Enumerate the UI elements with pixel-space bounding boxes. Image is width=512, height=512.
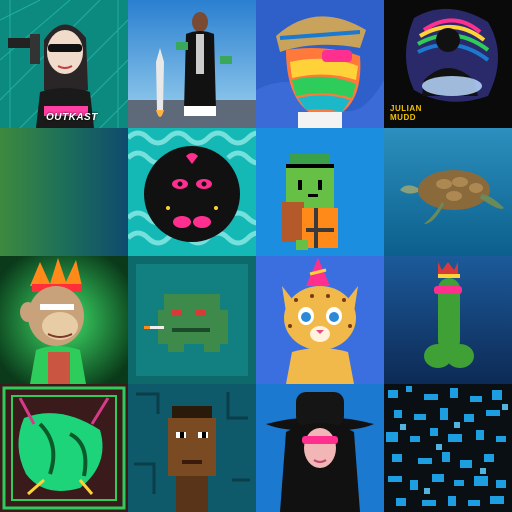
tile-gradient-green-blue[interactable]	[0, 128, 128, 256]
black-blob-image	[128, 128, 256, 256]
gradient-image	[0, 128, 128, 256]
tile-outkast-avatar[interactable]: OUTKAST	[0, 0, 128, 128]
cowboy-character-image	[256, 384, 384, 512]
tile-cowboy-hat-character[interactable]	[256, 384, 384, 512]
julian-mudd-image	[384, 0, 512, 128]
tile-party-cheetah[interactable]	[256, 256, 384, 384]
tile-ape-headdress[interactable]	[0, 256, 128, 384]
pixel-man-image	[128, 384, 256, 512]
man-rocket-image	[128, 0, 256, 128]
tile-rainbow-fish-hat[interactable]	[256, 0, 384, 128]
tile-pixel-green-toad[interactable]	[128, 256, 256, 384]
rainbow-fish-image	[256, 0, 384, 128]
tile-green-crowned-character[interactable]	[384, 256, 512, 384]
tile-man-rocket-launch[interactable]	[128, 0, 256, 128]
sea-turtle-image	[384, 128, 512, 256]
tile-blue-pixel-noise[interactable]	[384, 384, 512, 512]
party-cheetah-image	[256, 256, 384, 384]
outkast-caption: OUTKAST	[46, 112, 98, 123]
tile-julian-mudd-cover[interactable]: JULIAN MUDD	[384, 0, 512, 128]
tile-pixel-green-turtle[interactable]	[256, 128, 384, 256]
outkast-avatar-image	[0, 0, 128, 128]
julian-mudd-caption: JULIAN MUDD	[390, 104, 422, 122]
green-crowned-image	[384, 256, 512, 384]
neon-figure-image	[0, 384, 128, 512]
tile-neon-green-figure[interactable]	[0, 384, 128, 512]
ape-headdress-image	[0, 256, 128, 384]
tile-sea-turtle-photo[interactable]	[384, 128, 512, 256]
blue-noise-image	[384, 384, 512, 512]
pixel-toad-image	[128, 256, 256, 384]
tile-black-blob-creature[interactable]	[128, 128, 256, 256]
tile-pixel-man-portrait[interactable]	[128, 384, 256, 512]
pixel-turtle-image	[256, 128, 384, 256]
